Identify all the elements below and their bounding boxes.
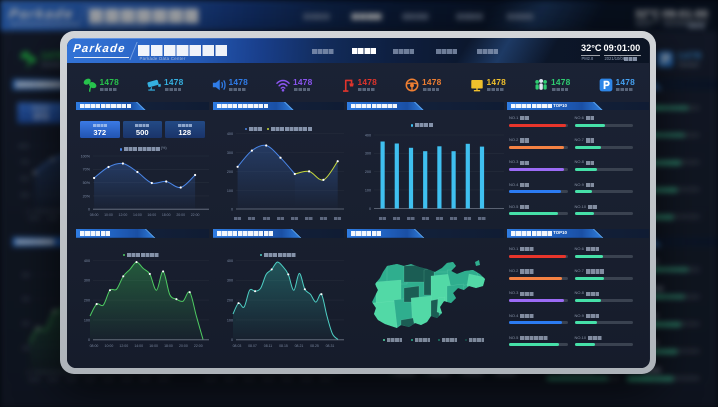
svg-text:0: 0 (369, 206, 371, 210)
svg-text:400: 400 (227, 131, 233, 135)
svg-text:08.31: 08.31 (320, 377, 331, 382)
svg-text:08.11: 08.11 (264, 343, 273, 347)
svg-text:20%: 20% (20, 193, 29, 198)
svg-text:08.31: 08.31 (326, 343, 335, 347)
svg-text:10:00: 10:00 (104, 212, 113, 216)
svg-text:400: 400 (21, 272, 29, 277)
svg-text:10:00: 10:00 (46, 215, 57, 220)
svg-text:200: 200 (21, 321, 29, 326)
svg-text:50%: 50% (83, 181, 91, 185)
svg-text:14:00: 14:00 (133, 212, 142, 216)
svg-text:08.03: 08.03 (205, 377, 216, 382)
svg-text:300: 300 (21, 297, 29, 302)
svg-text:08:00: 08:00 (90, 212, 99, 216)
svg-text:08.21: 08.21 (295, 343, 304, 347)
svg-text:20:00: 20:00 (176, 212, 185, 216)
svg-text:100: 100 (21, 346, 29, 351)
svg-text:22:00: 22:00 (157, 377, 168, 382)
svg-text:100: 100 (84, 318, 90, 322)
svg-text:16:00: 16:00 (102, 377, 113, 382)
svg-text:200: 200 (365, 170, 371, 174)
svg-text:12:00: 12:00 (119, 343, 128, 347)
svg-text:0: 0 (26, 370, 29, 375)
svg-text:12:00: 12:00 (119, 212, 128, 216)
svg-text:18:00: 18:00 (164, 343, 173, 347)
svg-text:08.03: 08.03 (233, 343, 242, 347)
svg-text:0: 0 (26, 209, 29, 214)
svg-text:22:00: 22:00 (191, 212, 200, 216)
svg-text:08.15: 08.15 (279, 343, 288, 347)
svg-text:08.25: 08.25 (310, 343, 319, 347)
svg-text:22:00: 22:00 (194, 343, 203, 347)
svg-text:300: 300 (84, 278, 90, 282)
svg-text:300: 300 (227, 150, 233, 154)
svg-text:100: 100 (227, 188, 233, 192)
svg-text:08.15: 08.15 (262, 377, 273, 382)
svg-text:08.07: 08.07 (248, 343, 257, 347)
svg-text:70%: 70% (20, 160, 29, 165)
svg-text:10:00: 10:00 (47, 377, 58, 382)
svg-text:20%: 20% (83, 194, 91, 198)
svg-text:10:00: 10:00 (105, 343, 114, 347)
svg-text:100%: 100% (81, 154, 91, 158)
svg-text:200: 200 (227, 298, 233, 302)
svg-text:100%: 100% (17, 143, 29, 148)
svg-text:0: 0 (88, 207, 90, 211)
svg-text:14:00: 14:00 (84, 377, 95, 382)
svg-text:400: 400 (84, 258, 90, 262)
svg-text:20:00: 20:00 (139, 377, 150, 382)
svg-text:18:00: 18:00 (162, 212, 171, 216)
svg-text:0: 0 (231, 338, 233, 342)
svg-text:200: 200 (84, 298, 90, 302)
svg-text:12:00: 12:00 (65, 377, 76, 382)
svg-text:16:00: 16:00 (147, 212, 156, 216)
svg-text:20:00: 20:00 (179, 343, 188, 347)
svg-text:0: 0 (231, 207, 233, 211)
svg-text:08.21: 08.21 (282, 377, 293, 382)
svg-text:18:00: 18:00 (120, 377, 131, 382)
svg-text:70%: 70% (83, 167, 91, 171)
svg-text:08.07: 08.07 (224, 377, 235, 382)
svg-text:200: 200 (227, 169, 233, 173)
svg-text:08:00: 08:00 (29, 215, 40, 220)
svg-text:300: 300 (365, 151, 371, 155)
svg-text:400: 400 (227, 258, 233, 262)
svg-text:400: 400 (365, 133, 371, 137)
svg-text:300: 300 (227, 278, 233, 282)
svg-text:08.11: 08.11 (243, 377, 254, 382)
svg-text:08:00: 08:00 (90, 343, 99, 347)
svg-text:0: 0 (88, 338, 90, 342)
svg-text:16:00: 16:00 (149, 343, 158, 347)
svg-text:100: 100 (365, 188, 371, 192)
svg-text:100: 100 (227, 318, 233, 322)
svg-text:08.25: 08.25 (301, 377, 312, 382)
svg-text:14:00: 14:00 (134, 343, 143, 347)
svg-text:08:00: 08:00 (29, 377, 40, 382)
svg-text:50%: 50% (20, 176, 29, 181)
